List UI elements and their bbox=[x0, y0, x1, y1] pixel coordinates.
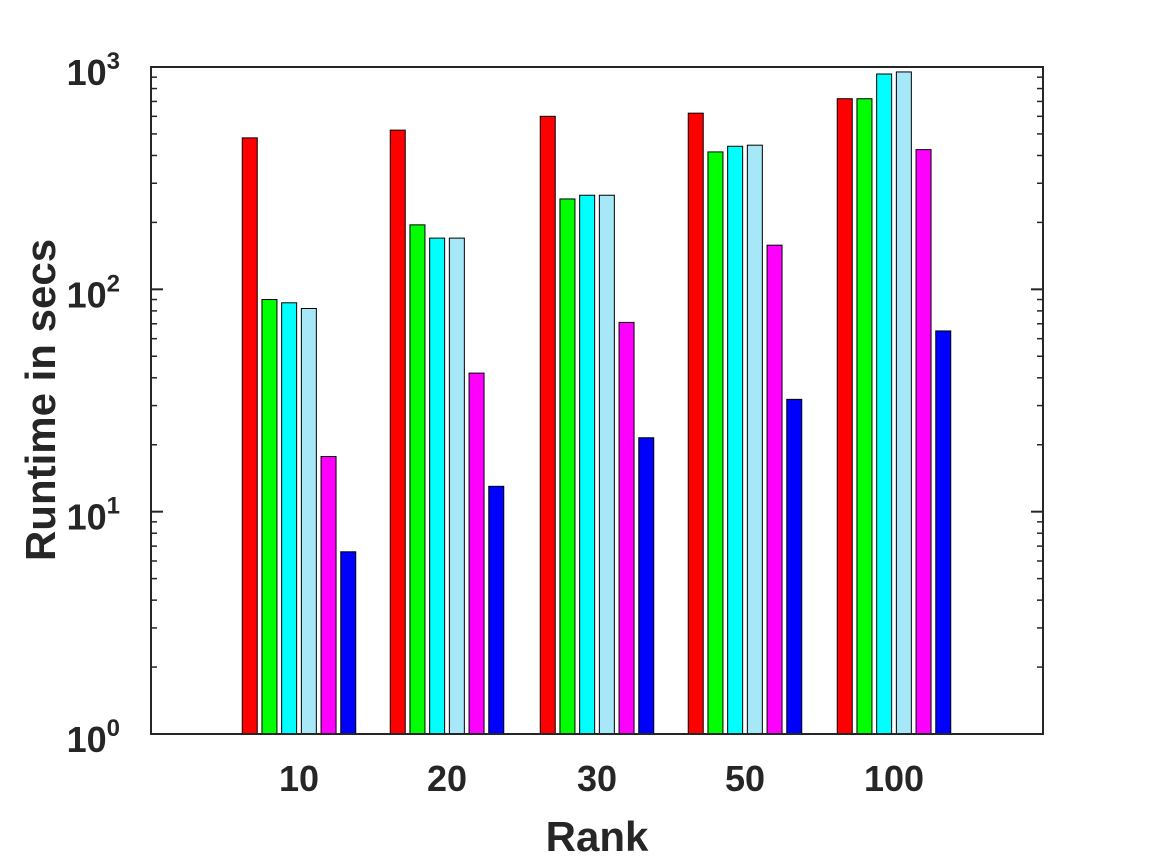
y-tick-labels: 100 101 102 103 bbox=[67, 48, 120, 760]
x-tick-label: 10 bbox=[279, 758, 319, 799]
x-tick-label: 30 bbox=[577, 758, 617, 799]
bar-rank-10-series-3 bbox=[281, 302, 298, 735]
bar-rank-50-series-1 bbox=[687, 112, 704, 735]
bar-rank-50-series-3 bbox=[727, 145, 744, 735]
bar-rank-20-series-5 bbox=[468, 372, 485, 735]
y-tick-label: 100 bbox=[67, 715, 120, 760]
bar-rank-10-series-1 bbox=[241, 137, 258, 735]
bar-rank-100-series-3 bbox=[876, 73, 893, 735]
bar-rank-20-series-6 bbox=[488, 485, 505, 735]
bar-rank-30-series-4 bbox=[598, 194, 615, 735]
bar-rank-20-series-1 bbox=[389, 129, 406, 735]
bar-rank-10-series-4 bbox=[300, 308, 317, 735]
bar-rank-30-series-6 bbox=[638, 437, 655, 735]
bar-rank-30-series-3 bbox=[579, 194, 596, 735]
x-tick-label: 100 bbox=[864, 758, 924, 799]
bar-rank-20-series-3 bbox=[429, 237, 446, 735]
bar-rank-10-series-6 bbox=[340, 551, 357, 735]
bars-group bbox=[241, 71, 952, 735]
x-tick-label: 20 bbox=[427, 758, 467, 799]
bar-rank-50-series-5 bbox=[766, 244, 783, 735]
bar-rank-20-series-4 bbox=[448, 237, 465, 735]
bar-rank-50-series-4 bbox=[746, 144, 763, 735]
bar-rank-100-series-2 bbox=[856, 98, 873, 735]
x-tick-label: 50 bbox=[725, 758, 765, 799]
bar-rank-100-series-4 bbox=[895, 71, 912, 735]
bar-rank-10-series-2 bbox=[261, 299, 278, 735]
bar-rank-100-series-5 bbox=[915, 149, 932, 735]
y-tick-label: 102 bbox=[67, 270, 120, 315]
bar-rank-30-series-2 bbox=[559, 198, 576, 735]
x-axis-title: Rank bbox=[546, 813, 649, 860]
bar-rank-100-series-6 bbox=[935, 330, 952, 735]
y-tick-label: 103 bbox=[67, 48, 120, 93]
plot-area-frame bbox=[150, 66, 1044, 735]
bar-rank-100-series-1 bbox=[836, 98, 853, 735]
bar-rank-50-series-2 bbox=[707, 151, 724, 735]
x-tick-labels: 10 20 30 50 100 bbox=[279, 758, 924, 799]
bar-rank-30-series-1 bbox=[539, 115, 556, 735]
bar-rank-10-series-5 bbox=[320, 456, 337, 735]
y-tick-label: 101 bbox=[67, 493, 120, 538]
bar-rank-30-series-5 bbox=[618, 321, 635, 735]
y-axis-title: Runtime in secs bbox=[17, 239, 64, 561]
bar-rank-50-series-6 bbox=[786, 398, 803, 735]
bar-rank-20-series-2 bbox=[409, 224, 426, 735]
